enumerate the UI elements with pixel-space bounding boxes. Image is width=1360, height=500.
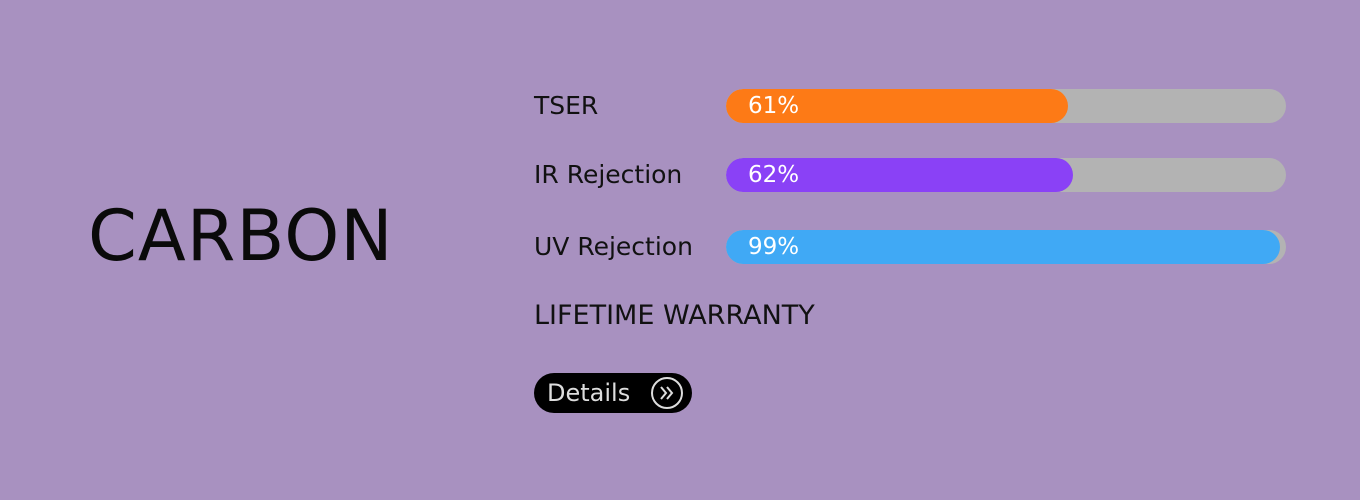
progress-track: 62%: [726, 158, 1286, 192]
progress-fill: [726, 230, 1281, 264]
metric-label: IR Rejection: [534, 160, 683, 189]
progress-track: 99%: [726, 230, 1286, 264]
product-name: CARBON: [88, 195, 394, 277]
value-label: 99%: [748, 234, 800, 260]
chevron-icon[interactable]: [650, 376, 684, 410]
metric-row: UV Rejection 99%: [534, 230, 1294, 264]
value-label: 62%: [748, 162, 800, 188]
button-label[interactable]: Details: [547, 379, 631, 407]
progress-fill: [726, 89, 1068, 123]
warranty: LIFETIME WARRANTY: [534, 300, 815, 331]
metric-label: TSER: [534, 91, 599, 120]
metric-row: TSER 61%: [534, 89, 1294, 123]
progress-fill: [726, 158, 1074, 192]
details-button[interactable]: Details: [534, 373, 692, 413]
metric-row: IR Rejection 62%: [534, 158, 1294, 192]
metric-label: UV Rejection: [534, 232, 693, 261]
progress-track: 61%: [726, 89, 1286, 123]
value-label: 61%: [748, 93, 800, 119]
